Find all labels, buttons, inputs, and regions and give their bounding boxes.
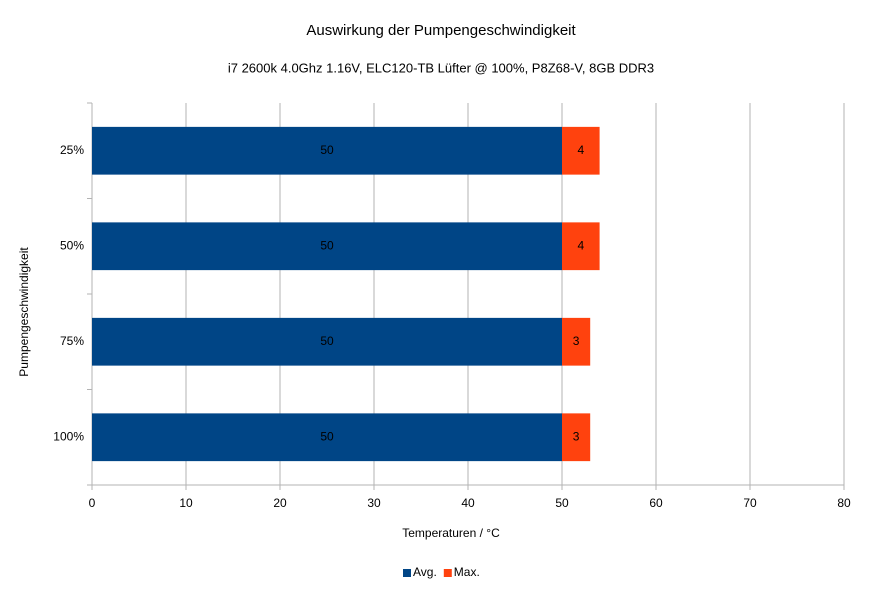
y-tick-label: 50% [60,238,84,252]
bar [92,222,562,271]
bar [562,126,600,175]
x-tick-label: 0 [89,496,96,510]
data-label: 4 [577,238,584,252]
y-tick-label: 75% [60,334,84,348]
bar [92,126,562,175]
y-tick-label: 25% [60,143,84,157]
data-label: 50 [320,334,334,348]
y-axis-label: Pumpengeschwindigkeit [17,247,31,377]
x-tick-label: 30 [367,496,381,510]
x-tick-label: 40 [461,496,475,510]
legend-label: Max. [454,565,480,579]
bar [92,413,562,462]
x-axis-label: Temperaturen / °C [402,526,500,540]
bar [92,317,562,366]
x-tick-label: 10 [179,496,193,510]
x-tick-label: 20 [273,496,287,510]
legend-swatch [403,569,411,577]
bar [562,222,600,271]
data-label: 3 [573,334,580,348]
bar [562,317,591,366]
x-tick-label: 80 [837,496,851,510]
data-label: 50 [320,143,334,157]
data-label: 50 [320,238,334,252]
x-tick-label: 60 [649,496,663,510]
y-tick-label: 100% [53,429,84,443]
data-label: 4 [577,143,584,157]
x-tick-label: 70 [743,496,757,510]
x-tick-label: 50 [555,496,569,510]
bar [562,413,591,462]
chart-subtitle: i7 2600k 4.0Ghz 1.16V, ELC120-TB Lüfter … [228,60,654,75]
data-label: 3 [573,429,580,443]
legend-swatch [443,569,452,577]
data-label: 50 [320,429,334,443]
legend-label: Avg. [413,565,437,579]
chart-title: Auswirkung der Pumpengeschwindigkeit [306,22,576,39]
